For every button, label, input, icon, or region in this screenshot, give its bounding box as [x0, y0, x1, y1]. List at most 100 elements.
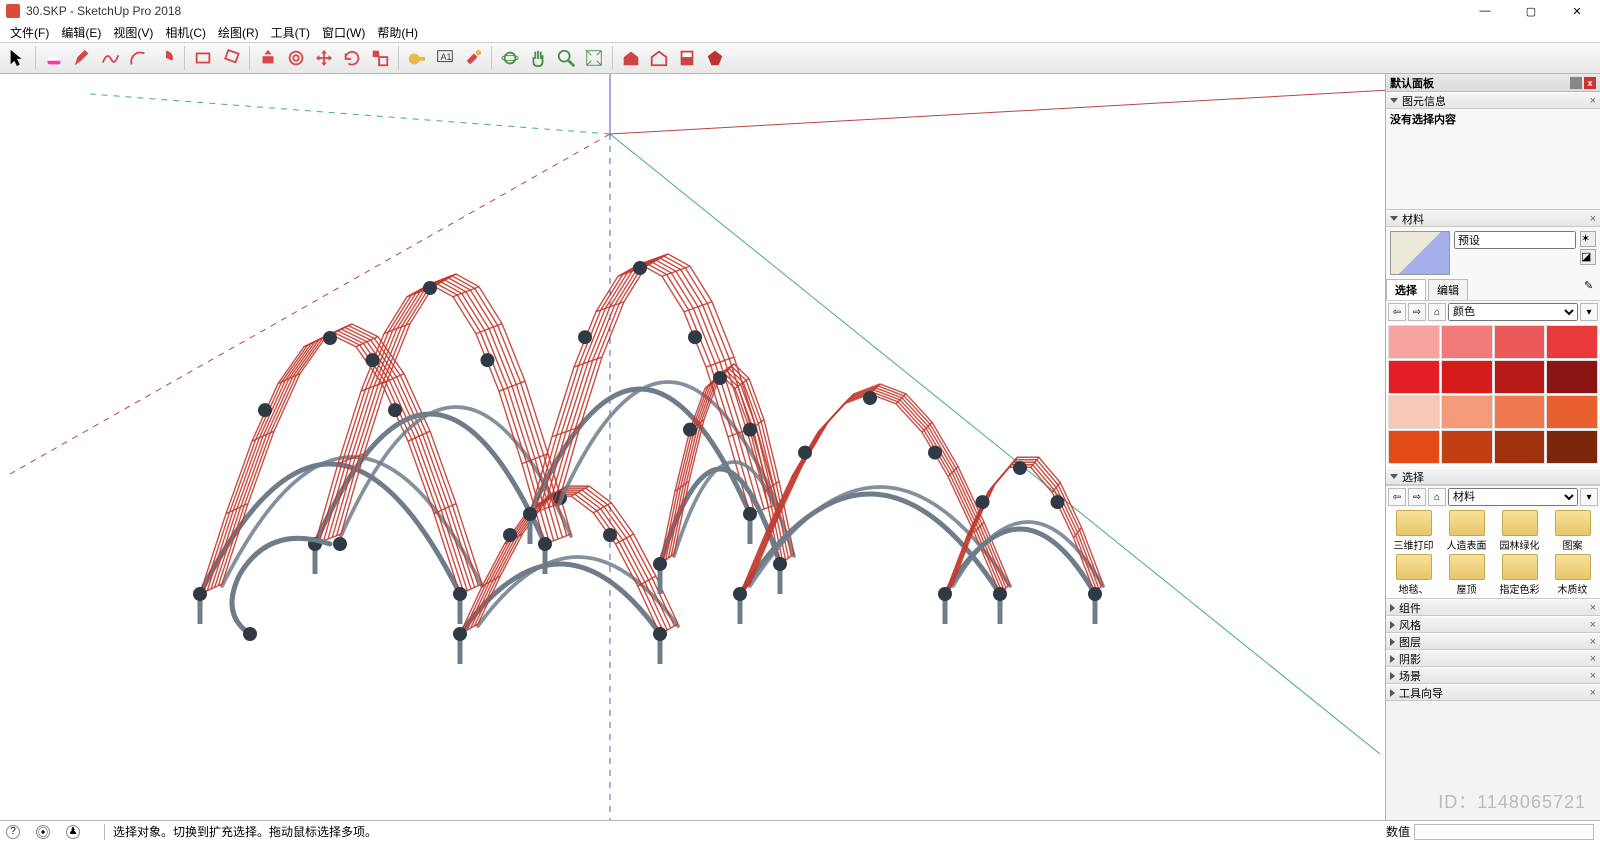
eraser-tool[interactable] — [41, 45, 67, 71]
line-tool[interactable] — [69, 45, 95, 71]
materials-tab-edit[interactable]: 编辑 — [1428, 279, 1468, 300]
model-canvas[interactable] — [0, 74, 1385, 820]
status-person-icon[interactable]: ♟ — [66, 825, 84, 839]
material-swatch[interactable] — [1494, 430, 1546, 464]
matnav-home-icon[interactable]: ⌂ — [1428, 303, 1446, 321]
status-help-icon[interactable]: ? — [6, 825, 24, 839]
panel-shadows-head[interactable]: 阴影× — [1386, 650, 1600, 667]
material-swatch[interactable] — [1546, 325, 1598, 359]
panel-close-icon[interactable]: × — [1590, 602, 1596, 614]
panel-close-icon[interactable]: × — [1590, 213, 1596, 225]
scale-tool[interactable] — [367, 45, 393, 71]
material-folder-3dprint[interactable]: 三维打印 — [1388, 510, 1439, 552]
material-folder-synthetic[interactable]: 人造表面 — [1441, 510, 1492, 552]
layout-tool[interactable] — [674, 45, 700, 71]
zoom-extents-tool[interactable] — [581, 45, 607, 71]
material-swatch[interactable] — [1494, 325, 1546, 359]
menu-view[interactable]: 视图(V) — [107, 22, 159, 43]
material-swatch[interactable] — [1388, 395, 1440, 429]
matnav-back-icon[interactable]: ⇦ — [1388, 303, 1406, 321]
panel-close-icon[interactable]: × — [1590, 636, 1596, 648]
default-material-icon[interactable]: ◪ — [1580, 249, 1596, 265]
materials-tab-select[interactable]: 选择 — [1386, 279, 1426, 300]
matnav-menu-icon[interactable]: ▾ — [1580, 303, 1598, 321]
measurement-input[interactable] — [1414, 824, 1594, 840]
arc-tool[interactable] — [125, 45, 151, 71]
material-swatch[interactable] — [1546, 430, 1598, 464]
matnav-fwd-icon[interactable]: ⇨ — [1408, 303, 1426, 321]
orbit-tool[interactable] — [497, 45, 523, 71]
material-folder-carpet[interactable]: 地毯、 — [1388, 554, 1439, 596]
sample-material-icon[interactable]: ✎ — [1584, 279, 1600, 295]
panel-layers-head[interactable]: 图层× — [1386, 633, 1600, 650]
material-collection-select[interactable]: 颜色 — [1448, 303, 1578, 321]
panel-close-icon[interactable]: × — [1590, 653, 1596, 665]
material-folder-roof[interactable]: 屋顶 — [1441, 554, 1492, 596]
menu-camera[interactable]: 相机(C) — [159, 22, 212, 43]
warehouse-tool[interactable] — [618, 45, 644, 71]
material-folder-wood[interactable]: 木质纹 — [1547, 554, 1598, 596]
material-swatch[interactable] — [1441, 395, 1493, 429]
material-name-input[interactable] — [1454, 231, 1576, 249]
matnav2-back-icon[interactable]: ⇦ — [1388, 488, 1406, 506]
pan-tool[interactable] — [525, 45, 551, 71]
menu-file[interactable]: 文件(F) — [4, 22, 55, 43]
pin-icon[interactable] — [1570, 77, 1582, 89]
menu-draw[interactable]: 绘图(R) — [212, 22, 265, 43]
tray-close-icon[interactable]: x — [1584, 77, 1596, 89]
text-tool[interactable]: A1 — [432, 45, 458, 71]
material-folder-pattern[interactable]: 图案 — [1547, 510, 1598, 552]
material-folder-select[interactable]: 材料 — [1448, 488, 1578, 506]
menu-edit[interactable]: 编辑(E) — [55, 22, 107, 43]
rotate-tool[interactable] — [339, 45, 365, 71]
tray-title[interactable]: 默认面板 x — [1386, 74, 1600, 92]
status-geo-icon[interactable]: ⦿ — [36, 825, 54, 839]
material-folder-landscape[interactable]: 园林绿化 — [1494, 510, 1545, 552]
material-swatch[interactable] — [1388, 325, 1440, 359]
material-swatch[interactable] — [1388, 360, 1440, 394]
paint-tool[interactable] — [460, 45, 486, 71]
pushpull-tool[interactable] — [255, 45, 281, 71]
rectangle-tool[interactable] — [190, 45, 216, 71]
material-swatch[interactable] — [1494, 395, 1546, 429]
ext-mgr-tool[interactable] — [702, 45, 728, 71]
material-folder-named[interactable]: 指定色彩 — [1494, 554, 1545, 596]
material-swatch[interactable] — [1441, 325, 1493, 359]
material-swatch[interactable] — [1546, 360, 1598, 394]
panel-instructor-head[interactable]: 工具向导× — [1386, 684, 1600, 701]
panel-components-head[interactable]: 组件× — [1386, 599, 1600, 616]
panel-close-icon[interactable]: × — [1590, 95, 1596, 107]
panel-entity-info-head[interactable]: 图元信息× — [1386, 92, 1600, 109]
freehand-tool[interactable] — [97, 45, 123, 71]
rotated-rect-tool[interactable] — [218, 45, 244, 71]
pie-tool[interactable] — [153, 45, 179, 71]
panel-materials-head[interactable]: 材料× — [1386, 210, 1600, 227]
panel-styles-head[interactable]: 风格× — [1386, 616, 1600, 633]
matnav2-home-icon[interactable]: ⌂ — [1428, 488, 1446, 506]
panel-scenes-head[interactable]: 场景× — [1386, 667, 1600, 684]
minimize-button[interactable]: — — [1462, 0, 1508, 22]
material-swatch[interactable] — [1441, 360, 1493, 394]
viewport[interactable] — [0, 74, 1385, 820]
maximize-button[interactable]: ▢ — [1508, 0, 1554, 22]
move-tool[interactable] — [311, 45, 337, 71]
material-swatch[interactable] — [1388, 430, 1440, 464]
create-material-icon[interactable]: ✶ — [1580, 231, 1596, 247]
material-preview-swatch[interactable] — [1390, 231, 1450, 275]
material-swatch[interactable] — [1546, 395, 1598, 429]
ext-warehouse-tool[interactable] — [646, 45, 672, 71]
panel-close-icon[interactable]: × — [1590, 619, 1596, 631]
panel-close-icon[interactable]: × — [1590, 687, 1596, 699]
material-swatch[interactable] — [1494, 360, 1546, 394]
matnav2-menu-icon[interactable]: ▾ — [1580, 488, 1598, 506]
offset-tool[interactable] — [283, 45, 309, 71]
menu-tools[interactable]: 工具(T) — [265, 22, 316, 43]
select-tool[interactable] — [4, 45, 30, 71]
panel-close-icon[interactable]: × — [1590, 670, 1596, 682]
zoom-tool[interactable] — [553, 45, 579, 71]
material-swatch[interactable] — [1441, 430, 1493, 464]
materials-folders-head[interactable]: 选择 — [1386, 468, 1600, 485]
tape-tool[interactable] — [404, 45, 430, 71]
matnav2-fwd-icon[interactable]: ⇨ — [1408, 488, 1426, 506]
close-button[interactable]: ✕ — [1554, 0, 1600, 22]
